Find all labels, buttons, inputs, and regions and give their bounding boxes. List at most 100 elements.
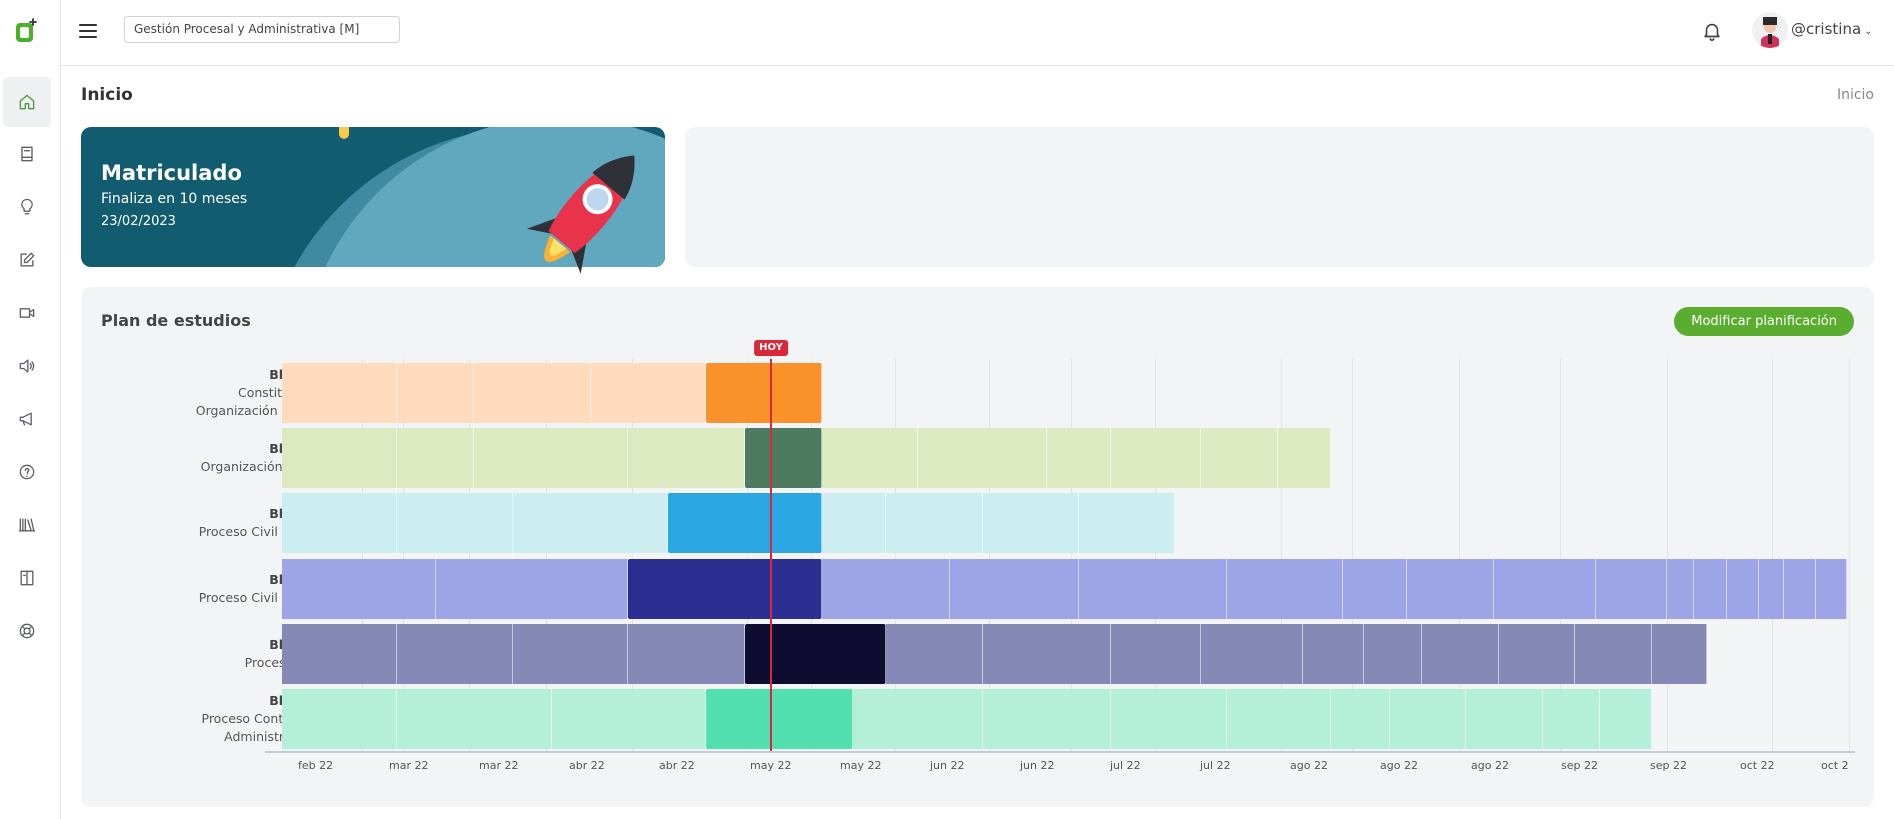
gantt-task[interactable] <box>950 559 1079 619</box>
gantt-task[interactable] <box>1343 559 1407 619</box>
sidebar-item-announcements[interactable] <box>3 394 51 444</box>
grid-line <box>747 359 748 752</box>
gantt-task[interactable] <box>513 493 668 553</box>
gantt-task[interactable] <box>1227 559 1343 619</box>
sidebar-item-library[interactable] <box>3 500 51 550</box>
gantt-task[interactable] <box>1278 428 1331 488</box>
gantt-task[interactable] <box>1575 624 1652 684</box>
gantt-task[interactable] <box>983 689 1111 749</box>
breadcrumb[interactable]: Inicio <box>1836 87 1874 103</box>
gantt-task[interactable] <box>886 624 983 684</box>
sidebar-item-audio[interactable] <box>3 341 51 391</box>
gantt-task[interactable] <box>1303 624 1364 684</box>
gantt-task[interactable] <box>282 559 436 619</box>
hamburger-menu-icon[interactable] <box>77 20 99 42</box>
gantt-task-current[interactable] <box>668 493 822 553</box>
gantt-task[interactable] <box>822 428 918 488</box>
gantt-task[interactable] <box>397 428 474 488</box>
sidebar-item-home[interactable] <box>3 77 51 127</box>
gantt-task-current[interactable] <box>745 624 886 684</box>
x-tick-label: ago 22 <box>1380 759 1418 772</box>
gantt-task-current[interactable] <box>706 689 853 749</box>
gantt-task[interactable] <box>1331 689 1390 749</box>
gantt-task[interactable] <box>886 493 983 553</box>
avatar[interactable] <box>1752 12 1788 48</box>
gantt-task[interactable] <box>1364 624 1422 684</box>
gantt-task[interactable] <box>1784 559 1816 619</box>
gantt-task[interactable] <box>1727 559 1759 619</box>
gantt-task[interactable] <box>1111 428 1201 488</box>
gantt-task[interactable] <box>397 689 552 749</box>
sidebar-item-exercises[interactable] <box>3 235 51 285</box>
gantt-task[interactable] <box>628 624 745 684</box>
gantt-task[interactable] <box>983 493 1079 553</box>
gantt-task-current[interactable] <box>745 428 822 488</box>
enrollment-status: Matriculado <box>101 161 242 185</box>
gantt-task[interactable] <box>397 363 474 423</box>
gantt-task[interactable] <box>1111 689 1227 749</box>
sidebar-item-courses[interactable] <box>3 129 51 179</box>
gantt-task[interactable] <box>1816 559 1847 619</box>
gantt-task[interactable] <box>282 624 397 684</box>
gantt-task[interactable] <box>1201 624 1303 684</box>
gantt-task[interactable] <box>1694 559 1727 619</box>
gantt-task[interactable] <box>436 559 628 619</box>
bell-icon[interactable] <box>1701 20 1723 42</box>
x-tick-label: jul 22 <box>1200 759 1231 772</box>
gantt-task[interactable] <box>397 493 513 553</box>
x-tick-label: sep 22 <box>1650 759 1687 772</box>
gantt-task[interactable] <box>1466 689 1543 749</box>
grid-line <box>469 359 470 752</box>
gantt-task-current[interactable] <box>628 559 822 619</box>
gantt-task[interactable] <box>1759 559 1784 619</box>
gantt-task[interactable] <box>552 689 706 749</box>
gantt-task[interactable] <box>1667 559 1694 619</box>
gantt-task[interactable] <box>822 493 886 553</box>
gantt-task[interactable] <box>282 428 397 488</box>
gantt-task[interactable] <box>1079 493 1175 553</box>
course-selector[interactable]: Gestión Procesal y Administrativa [M] <box>124 16 400 43</box>
gantt-task[interactable] <box>1494 559 1596 619</box>
sidebar-item-support[interactable] <box>3 606 51 656</box>
sidebar-item-videos[interactable] <box>3 288 51 338</box>
modify-plan-button[interactable]: Modificar planificación <box>1674 307 1854 336</box>
gantt-task[interactable] <box>282 493 397 553</box>
gantt-task[interactable] <box>853 689 983 749</box>
gantt-task[interactable] <box>983 624 1111 684</box>
x-tick-label: may 22 <box>840 759 882 772</box>
gantt-task[interactable] <box>628 428 745 488</box>
gantt-task[interactable] <box>1652 624 1707 684</box>
gantt-task[interactable] <box>591 363 706 423</box>
x-tick-label: ago 22 <box>1471 759 1509 772</box>
gantt-task[interactable] <box>1047 428 1111 488</box>
app-logo-icon[interactable] <box>14 18 38 44</box>
page-title: Inicio <box>81 85 133 105</box>
sidebar-item-notebook[interactable] <box>3 553 51 603</box>
gantt-task[interactable] <box>1600 689 1652 749</box>
gantt-task[interactable] <box>1111 624 1201 684</box>
gantt-task[interactable] <box>474 363 591 423</box>
gantt-task[interactable] <box>822 559 950 619</box>
grid-line <box>1071 359 1072 752</box>
gantt-task[interactable] <box>1390 689 1466 749</box>
gantt-task[interactable] <box>282 689 397 749</box>
gantt-task-current[interactable] <box>706 363 822 423</box>
gantt-task[interactable] <box>397 624 513 684</box>
gantt-task[interactable] <box>1407 559 1494 619</box>
gantt-task[interactable] <box>1499 624 1575 684</box>
sidebar-item-ideas[interactable] <box>3 182 51 232</box>
today-marker-line <box>770 359 772 751</box>
gantt-task[interactable] <box>1079 559 1227 619</box>
gantt-task[interactable] <box>1201 428 1278 488</box>
sidebar-item-help[interactable] <box>3 447 51 497</box>
gantt-task[interactable] <box>1227 689 1331 749</box>
gantt-task[interactable] <box>282 363 397 423</box>
gantt-task[interactable] <box>918 428 1047 488</box>
gantt-task[interactable] <box>1596 559 1667 619</box>
gantt-task[interactable] <box>1543 689 1600 749</box>
user-menu[interactable]: @cristina ⌄ <box>1791 20 1873 38</box>
gantt-task[interactable] <box>513 624 628 684</box>
gantt-task[interactable] <box>474 428 628 488</box>
x-tick-label: jun 22 <box>1020 759 1055 772</box>
gantt-task[interactable] <box>1422 624 1499 684</box>
